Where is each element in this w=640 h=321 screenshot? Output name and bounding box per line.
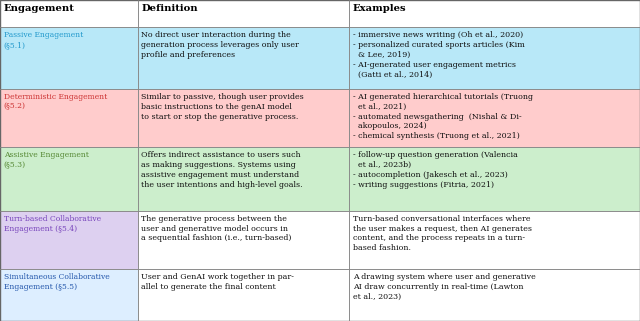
Text: Offers indirect assistance to users such
as making suggestions. Systems using
as: Offers indirect assistance to users such… (141, 151, 303, 189)
Text: The generative process between the
user and generative model occurs in
a sequent: The generative process between the user … (141, 215, 292, 242)
Bar (138, 89, 349, 147)
Bar (349, 89, 640, 147)
Bar (138, 211, 349, 269)
Bar (349, 211, 640, 269)
Bar (349, 269, 640, 321)
Text: Turn-based conversational interfaces where
the user makes a request, then AI gen: Turn-based conversational interfaces whe… (353, 215, 532, 252)
Bar (349, 27, 640, 89)
Text: User and GenAI work together in par-
allel to generate the final content: User and GenAI work together in par- all… (141, 273, 294, 291)
Text: Deterministic Engagement
(§5.2): Deterministic Engagement (§5.2) (4, 93, 107, 111)
Bar (0, 27, 138, 89)
Text: Simultaneous Collaborative
Engagement (§5.5): Simultaneous Collaborative Engagement (§… (4, 273, 109, 291)
Bar (0, 0, 138, 27)
Text: Definition: Definition (141, 4, 198, 13)
Text: - follow-up question generation (Valencia
  et al., 2023b)
- autocompletion (Jak: - follow-up question generation (Valenci… (353, 151, 518, 189)
Bar (0, 211, 138, 269)
Bar (349, 0, 640, 27)
Text: A drawing system where user and generative
AI draw concurrently in real-time (La: A drawing system where user and generati… (353, 273, 536, 301)
Text: Engagement: Engagement (4, 4, 75, 13)
Bar (138, 27, 349, 89)
Text: Turn-based Collaborative
Engagement (§5.4): Turn-based Collaborative Engagement (§5.… (4, 215, 101, 232)
Text: No direct user interaction during the
generation process leverages only user
pro: No direct user interaction during the ge… (141, 31, 300, 59)
Text: Similar to passive, though user provides
basic instructions to the genAI model
t: Similar to passive, though user provides… (141, 93, 304, 121)
Text: - AI generated hierarchical tutorials (Truong
  et al., 2021)
- automated newsga: - AI generated hierarchical tutorials (T… (353, 93, 532, 140)
Bar (138, 0, 349, 27)
Bar (0, 147, 138, 211)
Bar (0, 269, 138, 321)
Bar (138, 147, 349, 211)
Text: Examples: Examples (353, 4, 406, 13)
Bar (349, 147, 640, 211)
Bar (138, 269, 349, 321)
Bar (0, 89, 138, 147)
Text: Assistive Engagement
(§5.3): Assistive Engagement (§5.3) (4, 151, 89, 169)
Text: Passive Engagement
(§5.1): Passive Engagement (§5.1) (4, 31, 83, 49)
Text: - immersive news writing (Oh et al., 2020)
- personalized curated sports article: - immersive news writing (Oh et al., 202… (353, 31, 525, 78)
